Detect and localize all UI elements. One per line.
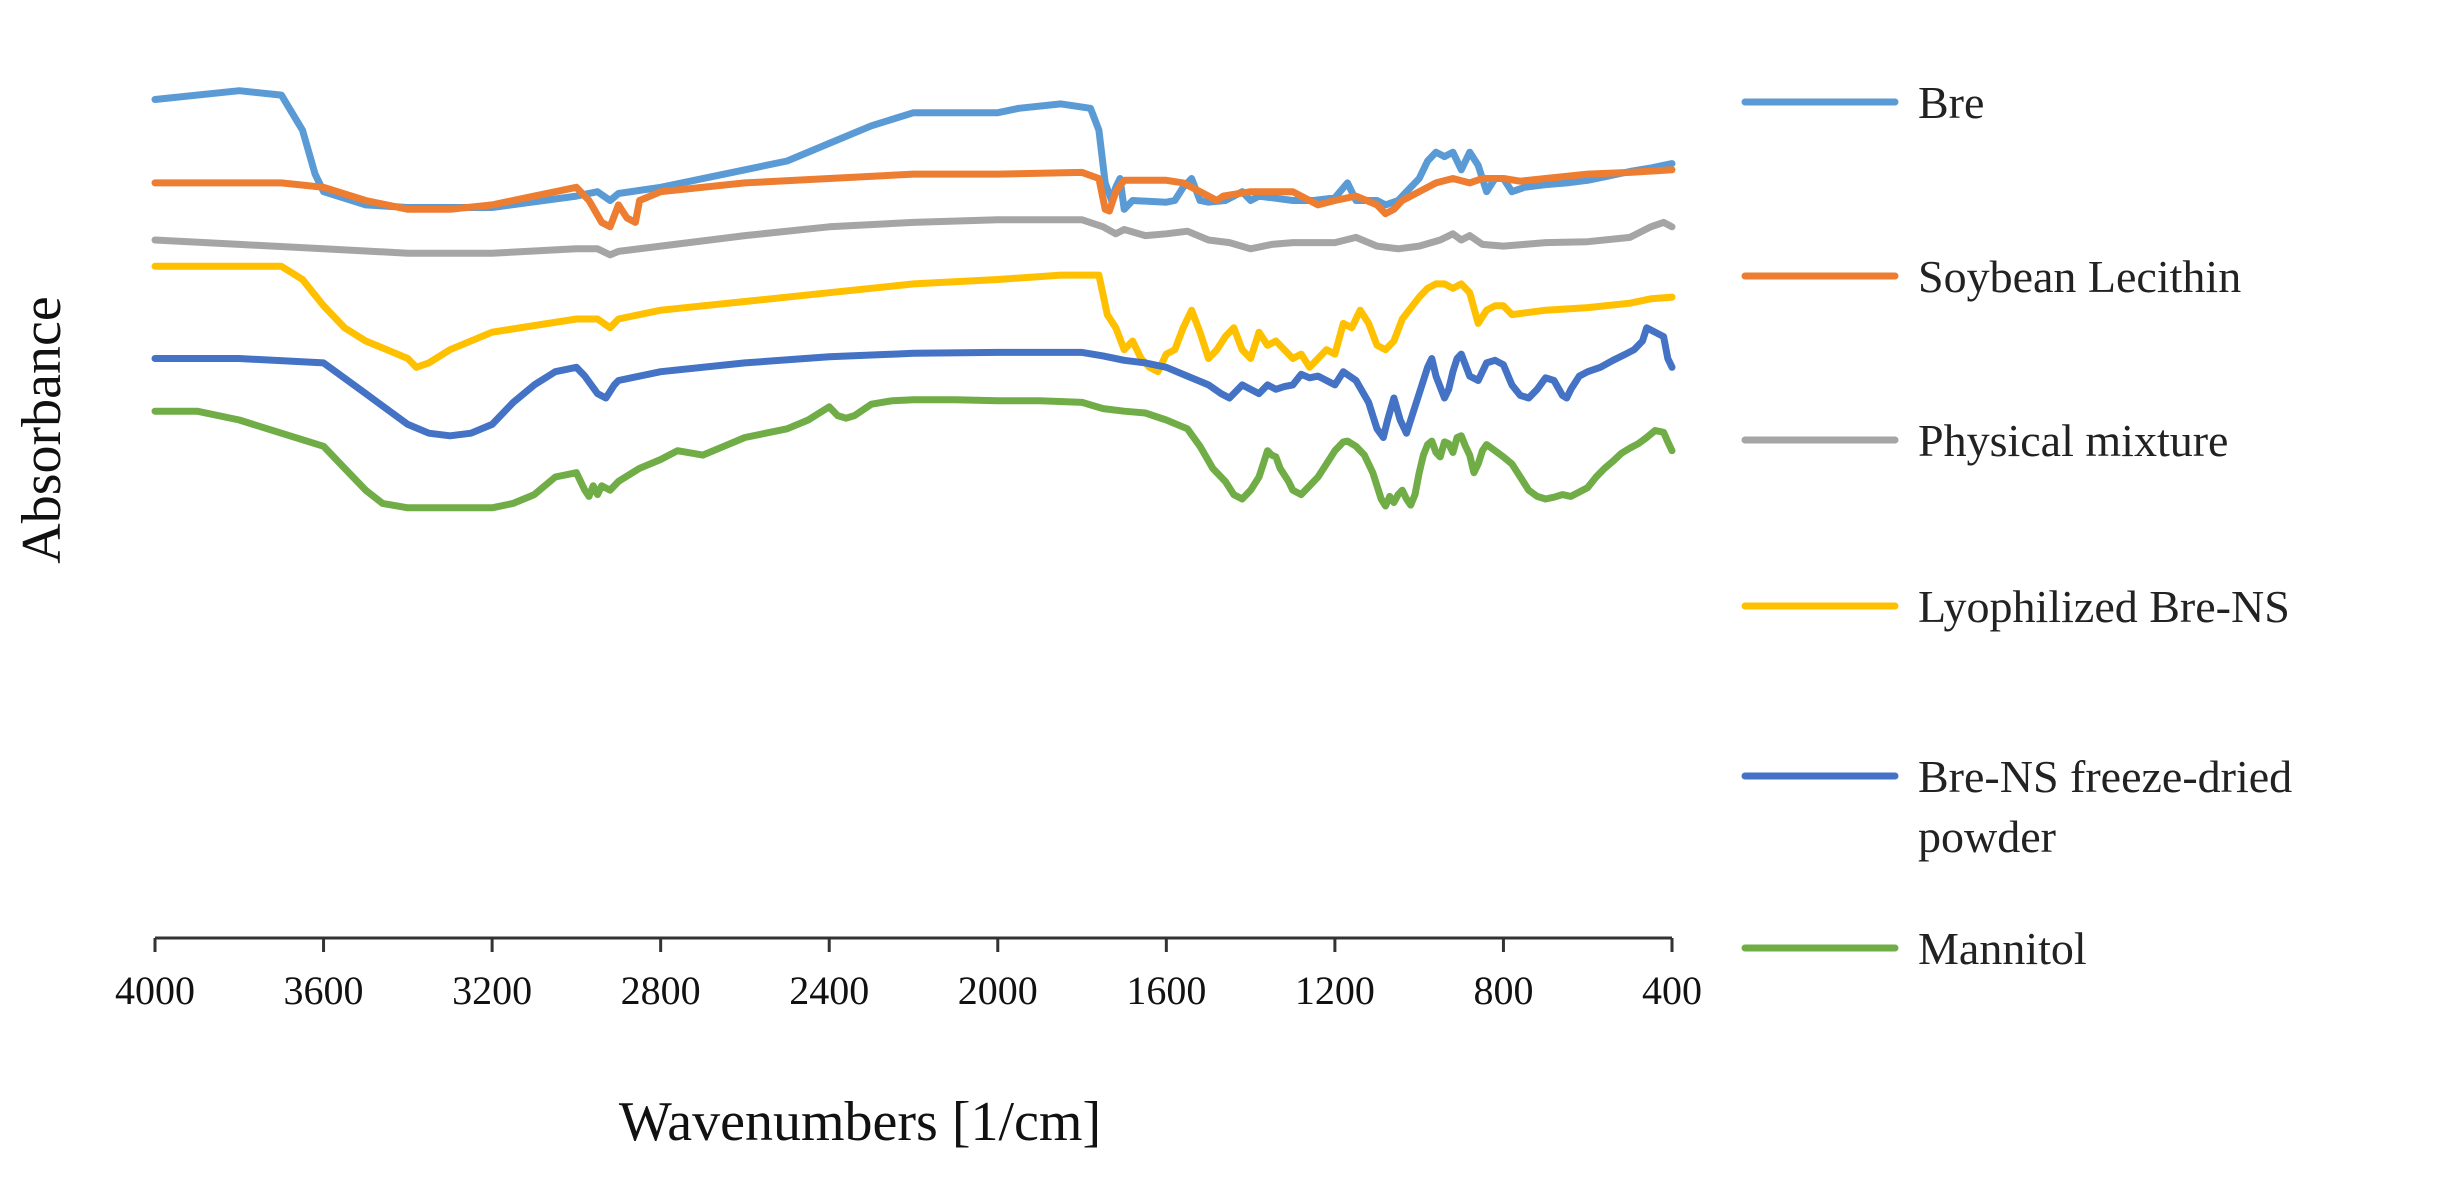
series-line-0 bbox=[151, 87, 1676, 213]
x-tick-label: 800 bbox=[1473, 968, 1533, 1013]
x-tick-label: 1200 bbox=[1295, 968, 1375, 1013]
series-line-5 bbox=[151, 396, 1676, 512]
x-tick-label: 400 bbox=[1642, 968, 1702, 1013]
legend-entry: Physical mixture bbox=[1918, 415, 2228, 466]
legend-entry-line: Soybean Lecithin bbox=[1918, 251, 2241, 302]
x-tick-label: 2800 bbox=[621, 968, 701, 1013]
legend-entry-line: Bre bbox=[1918, 77, 1984, 128]
legend-entry: Mannitol bbox=[1918, 923, 2087, 974]
x-axis: 4000 3600 3200 2800 2400 2000 1600 1200 800 400 bbox=[115, 936, 1702, 1013]
series-line-1 bbox=[151, 166, 1676, 231]
legend-entry: Bre-NS freeze-dried powder bbox=[1918, 751, 2292, 862]
legend-entry-line: Bre-NS freeze-dried bbox=[1918, 751, 2292, 802]
legend-entry: Lyophilized Bre-NS bbox=[1918, 581, 2290, 632]
x-tick-label: 1600 bbox=[1126, 968, 1206, 1013]
legend-entry-line: Mannitol bbox=[1918, 923, 2087, 974]
legend-entry: Soybean Lecithin bbox=[1918, 251, 2241, 302]
series-line-2 bbox=[151, 216, 1676, 259]
plot-lines bbox=[151, 87, 1676, 512]
x-axis-title: Wavenumbers [1/cm] bbox=[619, 1091, 1101, 1153]
legend-entry-line: Physical mixture bbox=[1918, 415, 2228, 466]
x-tick-label: 3600 bbox=[284, 968, 364, 1013]
x-tick-label: 4000 bbox=[115, 968, 195, 1013]
legend-entry: Bre bbox=[1918, 77, 1984, 128]
legend-entry-line: powder bbox=[1918, 811, 2056, 862]
series-line-3 bbox=[151, 262, 1676, 376]
legend: Bre Soybean Lecithin Physical mixture Lyoph… bbox=[1741, 77, 2292, 974]
x-tick-label: 2400 bbox=[789, 968, 869, 1013]
y-axis-title: Absorbance bbox=[11, 296, 73, 563]
series-line-4 bbox=[151, 324, 1676, 441]
x-tick-label: 3200 bbox=[452, 968, 532, 1013]
x-tick-label: 2000 bbox=[958, 968, 1038, 1013]
legend-entry-line: Lyophilized Bre-NS bbox=[1918, 581, 2290, 632]
